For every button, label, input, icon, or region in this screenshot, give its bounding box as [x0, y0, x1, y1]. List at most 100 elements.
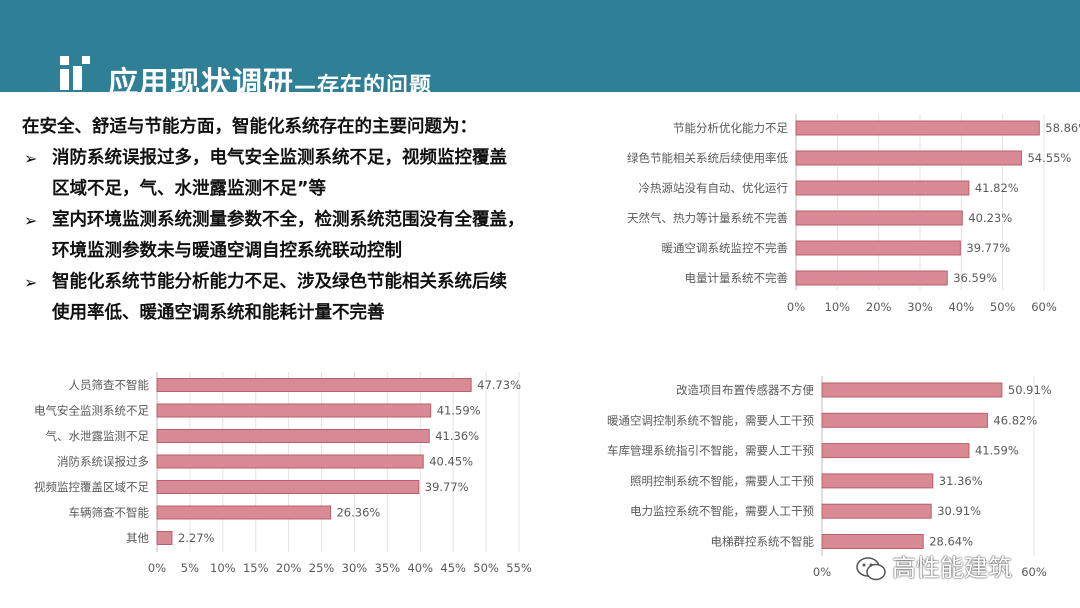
value-label: 40.23% — [968, 211, 1012, 225]
bar — [821, 503, 932, 519]
category-label: 冷热源站没有自动、优化运行 — [639, 181, 789, 195]
bullet-line: 环境监测参数未与暖通空调自控系统联动控制 — [52, 241, 402, 261]
bullet-line: 使用率低、暖通空调系统和能耗计量不完善 — [52, 303, 385, 323]
watermark-text: 高性能建筑 — [892, 554, 1012, 582]
category-label: 电力监控系统不智能，需要人工干预 — [630, 504, 814, 518]
x-tick-label: 55% — [506, 561, 532, 575]
bar — [156, 480, 420, 494]
page-title: 应用现状调研—存在的问题 — [108, 58, 432, 102]
category-label: 电梯群控系统不智能 — [711, 535, 815, 549]
value-label: 50.91% — [1008, 383, 1052, 397]
value-label: 26.36% — [336, 506, 380, 520]
x-tick-label: 20% — [276, 561, 302, 575]
category-label: 电量计量系统不完善 — [685, 271, 789, 285]
category-label: 人员筛查不智能 — [69, 378, 150, 392]
value-label: 41.59% — [975, 444, 1019, 458]
arrow-bullet-icon: ➢ — [24, 273, 38, 292]
category-label: 绿色节能相关系统后续使用率低 — [627, 151, 788, 165]
x-tick-label: 45% — [440, 561, 466, 575]
x-tick-label: 0% — [148, 561, 166, 575]
value-label: 41.82% — [975, 181, 1019, 195]
category-label: 天然气、热力等计量系统不完善 — [627, 211, 788, 225]
arrow-bullet-icon: ➢ — [24, 211, 38, 230]
category-label: 节能分析优化能力不足 — [673, 121, 788, 135]
watermark: 高性能建筑 — [856, 548, 1012, 583]
bar — [795, 120, 1040, 136]
x-tick-label: 20% — [866, 300, 892, 314]
value-label: 36.59% — [953, 271, 997, 285]
bar — [821, 534, 924, 549]
bullet-line: 智能化系统节能分析能力不足、涉及绿色节能相关系统后续 — [52, 272, 507, 292]
bar — [156, 403, 432, 418]
title-bar — [0, 0, 1080, 92]
bar — [156, 378, 472, 392]
category-label: 电气安全监测系统不足 — [34, 404, 149, 418]
category-label: 视频监控覆盖区域不足 — [34, 480, 149, 494]
x-tick-label: 35% — [375, 561, 401, 575]
bar — [821, 382, 1003, 398]
page-title-sub: —存在的问题 — [294, 74, 433, 99]
x-tick-label: 50% — [990, 300, 1016, 314]
x-tick-label: 40% — [949, 300, 975, 314]
x-tick-label: 10% — [825, 300, 851, 314]
x-tick-label: 30% — [907, 300, 933, 314]
bullet-item: ➢ 智能化系统节能分析能力不足、涉及绿色节能相关系统后续 使用率低、暖通空调系统… — [22, 267, 602, 329]
category-label: 暖通空调系统监控不完善 — [662, 241, 789, 255]
bullet-line: 消防系统误报过多，电气安全监测系统不足，视频监控覆盖 — [52, 148, 507, 168]
category-label: 气、水泄露监测不足 — [46, 429, 150, 443]
bar — [821, 473, 934, 489]
bar — [156, 505, 331, 520]
bullet-line: 区域不足，气、水泄露监测不足”等 — [52, 179, 327, 199]
value-label: 39.77% — [966, 241, 1010, 255]
bar — [795, 150, 1022, 166]
category-label: 车库管理系统指引不智能，需要人工干预 — [607, 444, 814, 458]
value-label: 54.55% — [1027, 151, 1071, 165]
value-label: 47.73% — [477, 378, 521, 392]
value-label: 31.36% — [939, 474, 983, 488]
bar — [795, 270, 948, 286]
value-label: 40.45% — [429, 455, 473, 469]
value-label: 46.82% — [993, 413, 1037, 427]
category-label: 暖通空调控制系统不智能，需要人工干预 — [607, 413, 814, 427]
bar — [821, 412, 988, 428]
arrow-bullet-icon: ➢ — [24, 149, 38, 168]
x-tick-label: 0% — [787, 300, 805, 314]
bar — [795, 180, 970, 196]
bar — [156, 454, 424, 469]
page-title-main: 应用现状调研 — [108, 66, 294, 101]
value-label: 58.86% — [1045, 121, 1080, 135]
x-tick-label: 15% — [243, 561, 269, 575]
intro-text: 在安全、舒适与节能方面，智能化系统存在的主要问题为： — [22, 117, 477, 137]
x-tick-label: 25% — [309, 561, 335, 575]
bar — [821, 443, 970, 459]
bar — [156, 429, 430, 443]
value-label: 2.27% — [178, 531, 215, 545]
x-tick-label: 5% — [181, 561, 199, 575]
category-label: 消防系统误报过多 — [57, 455, 149, 469]
value-label: 41.36% — [435, 429, 479, 443]
value-label: 28.64% — [929, 535, 973, 549]
bullet-item: ➢ 消防系统误报过多，电气安全监测系统不足，视频监控覆盖 区域不足，气、水泄露监… — [22, 143, 602, 205]
x-tick-label: 60% — [1031, 300, 1057, 314]
value-label: 30.91% — [937, 504, 981, 518]
summary-text: 在安全、舒适与节能方面，智能化系统存在的主要问题为： ➢ 消防系统误报过多，电气… — [22, 112, 602, 329]
category-label: 其他 — [126, 531, 149, 545]
category-label: 照明控制系统不智能，需要人工干预 — [630, 474, 814, 488]
x-tick-label: 50% — [473, 561, 499, 575]
category-label: 改造项目布置传感器不方便 — [676, 383, 814, 397]
logo-icon — [60, 56, 90, 90]
bullet-item: ➢ 室内环境监测系统测量参数不全，检测系统范围没有全覆盖， 环境监测参数未与暖通… — [22, 205, 602, 267]
x-tick-label: 40% — [407, 561, 433, 575]
x-tick-label: 0% — [813, 565, 831, 579]
value-label: 41.59% — [437, 404, 481, 418]
wechat-icon — [856, 556, 886, 582]
bar — [795, 240, 961, 256]
bar — [156, 531, 173, 545]
value-label: 39.77% — [425, 480, 469, 494]
x-tick-label: 10% — [210, 561, 236, 575]
bullet-line: 室内环境监测系统测量参数不全，检测系统范围没有全覆盖， — [52, 210, 525, 230]
x-tick-label: 60% — [1021, 565, 1047, 579]
